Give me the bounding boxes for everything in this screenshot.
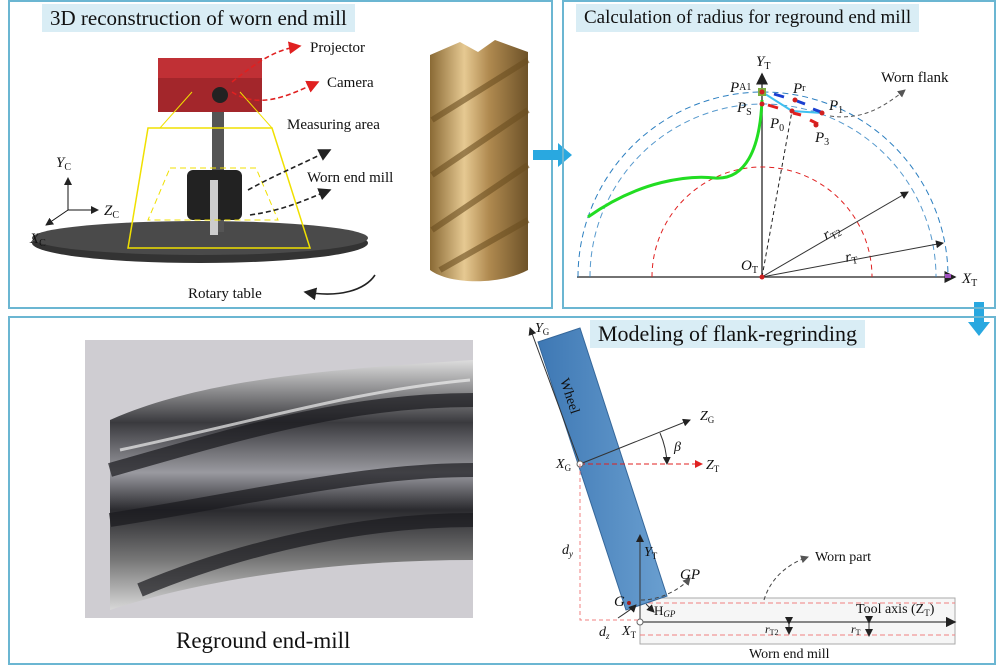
label-tool-axis: Tool axis (ZT) — [856, 602, 935, 618]
svg-text:P0: P0 — [769, 116, 784, 134]
panel-modeling — [8, 316, 996, 665]
panel-title-reconstruction: 3D reconstruction of worn end mill — [42, 4, 355, 32]
svg-text:XT: XT — [961, 271, 977, 289]
label-camera: Camera — [327, 75, 374, 91]
svg-text:YC: YC — [56, 155, 71, 173]
label-measuring-area: Measuring area — [287, 117, 380, 133]
label-worn-end-mill: Worn end mill — [307, 170, 393, 186]
svg-text:rT2: rT2 — [765, 622, 779, 637]
svg-text:HGP: HGP — [654, 603, 676, 619]
svg-text:ZT: ZT — [706, 458, 720, 474]
svg-text:YT: YT — [644, 545, 658, 561]
svg-text:G: G — [614, 594, 625, 610]
svg-text:PA1: PA1 — [729, 80, 751, 96]
end-mill-3d-model — [430, 40, 530, 282]
svg-text:ZG: ZG — [700, 409, 715, 425]
svg-text:XC: XC — [29, 231, 46, 249]
label-worn-end-mill-model: Worn end mill — [749, 647, 830, 662]
panel-radius — [562, 0, 996, 309]
svg-text:YT: YT — [756, 54, 770, 72]
scanner-setup-illustration — [32, 58, 368, 263]
svg-text:P3: P3 — [814, 130, 829, 148]
svg-text:PS: PS — [736, 100, 752, 118]
regrinding-model: Wheel YG ZG ZT XG β dy dz YT XT — [528, 321, 957, 662]
svg-text:YG: YG — [535, 321, 550, 337]
svg-text:XG: XG — [555, 457, 572, 473]
svg-text:ZC: ZC — [104, 203, 119, 221]
label-rotary-table: Rotary table — [188, 286, 262, 302]
svg-text:rT: rT — [844, 248, 859, 268]
panel-title-modeling: Modeling of flank-regrinding — [590, 320, 866, 348]
label-worn-part: Worn part — [815, 550, 871, 565]
svg-text:GP: GP — [680, 567, 700, 583]
svg-text:dz: dz — [599, 625, 610, 641]
svg-text:Pr: Pr — [792, 81, 806, 97]
svg-text:dy: dy — [562, 543, 573, 559]
flow-arrow-down — [968, 302, 990, 336]
svg-text:rT: rT — [851, 622, 861, 637]
reground-end-mill-photo — [85, 340, 474, 618]
camera-coordinate-axes: YC ZC XC — [29, 155, 119, 249]
svg-text:β: β — [673, 440, 681, 455]
label-worn-flank: Worn flank — [881, 70, 949, 86]
svg-text:OT: OT — [741, 258, 758, 276]
label-projector: Projector — [310, 40, 365, 56]
svg-text:XT: XT — [621, 624, 637, 640]
grinding-wheel — [537, 327, 668, 611]
svg-text:P1: P1 — [828, 98, 843, 116]
caption-reground-end-mill: Reground end-mill — [176, 628, 351, 653]
panel-title-radius: Calculation of radius for reground end m… — [576, 4, 920, 32]
radius-diagram: YT XT OT PA1 PS Pr P1 P0 P3 Worn flank r… — [577, 54, 977, 289]
